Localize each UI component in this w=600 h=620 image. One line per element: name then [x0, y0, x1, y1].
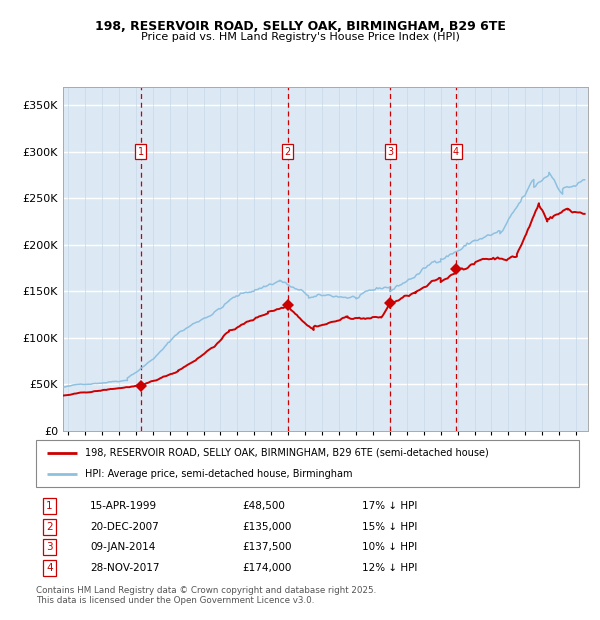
Text: 15-APR-1999: 15-APR-1999 [91, 501, 157, 511]
FancyBboxPatch shape [36, 440, 579, 487]
Text: HPI: Average price, semi-detached house, Birmingham: HPI: Average price, semi-detached house,… [85, 469, 352, 479]
Text: 20-DEC-2007: 20-DEC-2007 [91, 521, 159, 532]
Text: 198, RESERVOIR ROAD, SELLY OAK, BIRMINGHAM, B29 6TE (semi-detached house): 198, RESERVOIR ROAD, SELLY OAK, BIRMINGH… [85, 448, 488, 458]
Text: 1: 1 [137, 147, 144, 157]
Text: £48,500: £48,500 [242, 501, 285, 511]
Text: Price paid vs. HM Land Registry's House Price Index (HPI): Price paid vs. HM Land Registry's House … [140, 32, 460, 42]
Text: 3: 3 [46, 542, 53, 552]
Text: 28-NOV-2017: 28-NOV-2017 [91, 563, 160, 573]
Text: £174,000: £174,000 [242, 563, 292, 573]
Text: 17% ↓ HPI: 17% ↓ HPI [362, 501, 417, 511]
Text: 4: 4 [453, 147, 459, 157]
Text: 2: 2 [284, 147, 291, 157]
Text: 12% ↓ HPI: 12% ↓ HPI [362, 563, 417, 573]
Text: £137,500: £137,500 [242, 542, 292, 552]
Text: 4: 4 [46, 563, 53, 573]
Text: 198, RESERVOIR ROAD, SELLY OAK, BIRMINGHAM, B29 6TE: 198, RESERVOIR ROAD, SELLY OAK, BIRMINGH… [95, 20, 505, 33]
Text: 3: 3 [388, 147, 394, 157]
Text: Contains HM Land Registry data © Crown copyright and database right 2025.
This d: Contains HM Land Registry data © Crown c… [36, 586, 376, 605]
Text: 15% ↓ HPI: 15% ↓ HPI [362, 521, 417, 532]
Text: 1: 1 [46, 501, 53, 511]
Text: £135,000: £135,000 [242, 521, 292, 532]
Text: 2: 2 [46, 521, 53, 532]
Text: 09-JAN-2014: 09-JAN-2014 [91, 542, 155, 552]
Text: 10% ↓ HPI: 10% ↓ HPI [362, 542, 417, 552]
